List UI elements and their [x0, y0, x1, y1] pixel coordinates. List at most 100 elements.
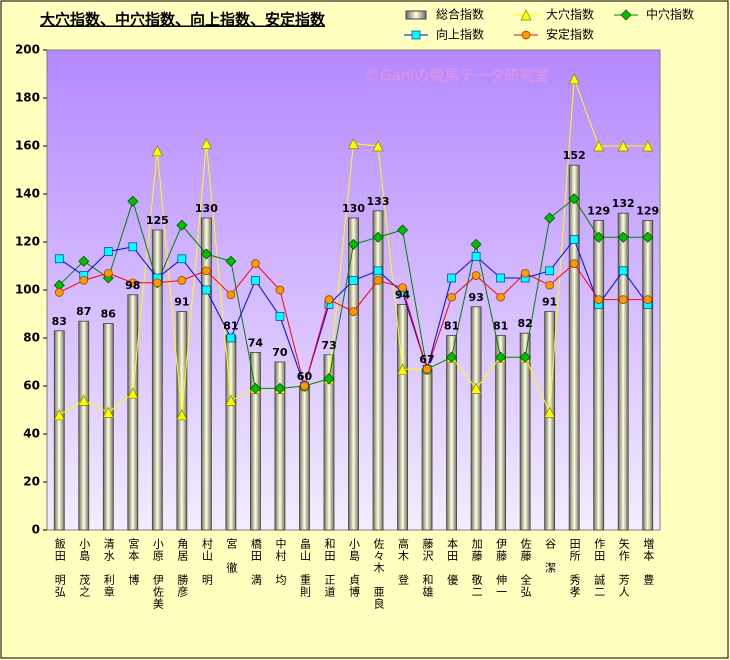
- legend-marker: [520, 9, 532, 21]
- marker: [397, 224, 409, 236]
- x-tick-label: 宮本 博: [127, 537, 140, 586]
- x-tick-label: 宮 徹: [225, 537, 238, 574]
- marker: [53, 409, 65, 421]
- value-label: 74: [248, 336, 264, 349]
- value-label: 70: [272, 346, 288, 359]
- marker: [618, 266, 628, 276]
- value-label: 81: [493, 320, 508, 333]
- x-tick-label: 角居 勝彦: [176, 538, 189, 598]
- marker: [249, 382, 261, 394]
- marker: [127, 387, 139, 399]
- marker: [544, 406, 556, 418]
- marker: [569, 259, 579, 268]
- marker: [446, 351, 458, 363]
- x-tick-label: 増本 豊: [642, 538, 655, 586]
- marker: [471, 252, 481, 261]
- marker: [274, 382, 286, 394]
- x-tick-label: 小島 茂之: [78, 538, 91, 598]
- marker: [225, 255, 237, 267]
- value-label: 125: [146, 214, 169, 227]
- bar: [568, 164, 580, 531]
- marker: [495, 351, 507, 363]
- value-label: 133: [367, 195, 390, 208]
- value-label: 130: [342, 202, 365, 215]
- marker: [102, 406, 114, 418]
- marker: [347, 137, 360, 149]
- x-tick-label: 清水 利章: [102, 538, 115, 598]
- x-tick-label: 高木 登: [397, 537, 410, 586]
- legend-label: 大穴指数: [546, 7, 594, 22]
- value-label: 129: [587, 204, 610, 217]
- marker: [568, 193, 580, 205]
- marker: [275, 285, 285, 295]
- value-label: 86: [101, 308, 117, 321]
- bar: [372, 210, 384, 531]
- x-tick-label: 矢作 芳人: [617, 537, 630, 598]
- marker: [225, 394, 237, 406]
- marker: [177, 276, 187, 285]
- marker: [324, 295, 334, 304]
- bar: [397, 303, 408, 531]
- x-tick-label: 藤沢 和雄: [421, 538, 434, 598]
- marker: [422, 364, 432, 374]
- marker: [568, 73, 580, 85]
- marker: [348, 238, 359, 250]
- marker: [127, 195, 139, 207]
- x-tick-label: 小原 伊佐美: [151, 538, 164, 610]
- y-tick-label: 140: [15, 187, 40, 201]
- chart-title: 大穴指数、中穴指数、向上指数、安定指数: [40, 11, 326, 29]
- marker: [152, 278, 162, 288]
- marker: [373, 276, 383, 285]
- x-tick-label: 小島 貞博: [348, 538, 361, 598]
- marker: [128, 242, 138, 252]
- value-label: 129: [636, 204, 659, 217]
- bar: [495, 335, 507, 531]
- marker: [128, 278, 138, 288]
- y-tick-label: 180: [15, 91, 40, 105]
- bar: [323, 354, 335, 531]
- marker: [593, 140, 605, 152]
- value-label: 60: [297, 370, 313, 383]
- y-tick-label: 120: [15, 235, 40, 249]
- marker: [300, 381, 309, 391]
- marker: [54, 288, 64, 297]
- y-tick-label: 40: [23, 427, 40, 441]
- marker: [519, 351, 531, 363]
- value-label: 91: [174, 296, 189, 309]
- bar: [519, 332, 531, 531]
- marker: [226, 290, 236, 300]
- bar: [274, 361, 286, 531]
- value-label: 81: [223, 320, 238, 333]
- y-tick-label: 0: [32, 523, 40, 537]
- legend-swatch: [405, 10, 427, 20]
- legend-label: 安定指数: [546, 27, 594, 42]
- marker: [251, 259, 260, 268]
- marker: [594, 295, 604, 304]
- x-tick-label: 佐々木 亜良: [372, 537, 385, 610]
- x-tick-label: 加藤 敬二: [470, 538, 483, 598]
- x-tick-label: 本田 優: [446, 537, 459, 586]
- legend-marker: [411, 30, 421, 40]
- marker: [372, 140, 384, 152]
- bar: [176, 311, 188, 531]
- bar: [53, 330, 65, 531]
- marker: [618, 295, 628, 304]
- marker: [251, 276, 260, 285]
- value-label: 87: [76, 305, 91, 318]
- x-tick-label: 作田 誠二: [593, 538, 606, 598]
- marker: [617, 140, 629, 152]
- marker: [177, 254, 187, 264]
- y-tick-label: 100: [15, 283, 40, 297]
- marker: [496, 273, 505, 283]
- marker: [373, 266, 383, 276]
- marker: [447, 273, 456, 283]
- marker: [520, 268, 530, 278]
- marker: [470, 238, 482, 250]
- x-tick-label: 谷 潔: [544, 538, 557, 574]
- legend-marker: [620, 9, 632, 21]
- bar: [348, 217, 359, 531]
- marker: [496, 292, 505, 302]
- x-tick-label: 中村 均: [274, 538, 287, 586]
